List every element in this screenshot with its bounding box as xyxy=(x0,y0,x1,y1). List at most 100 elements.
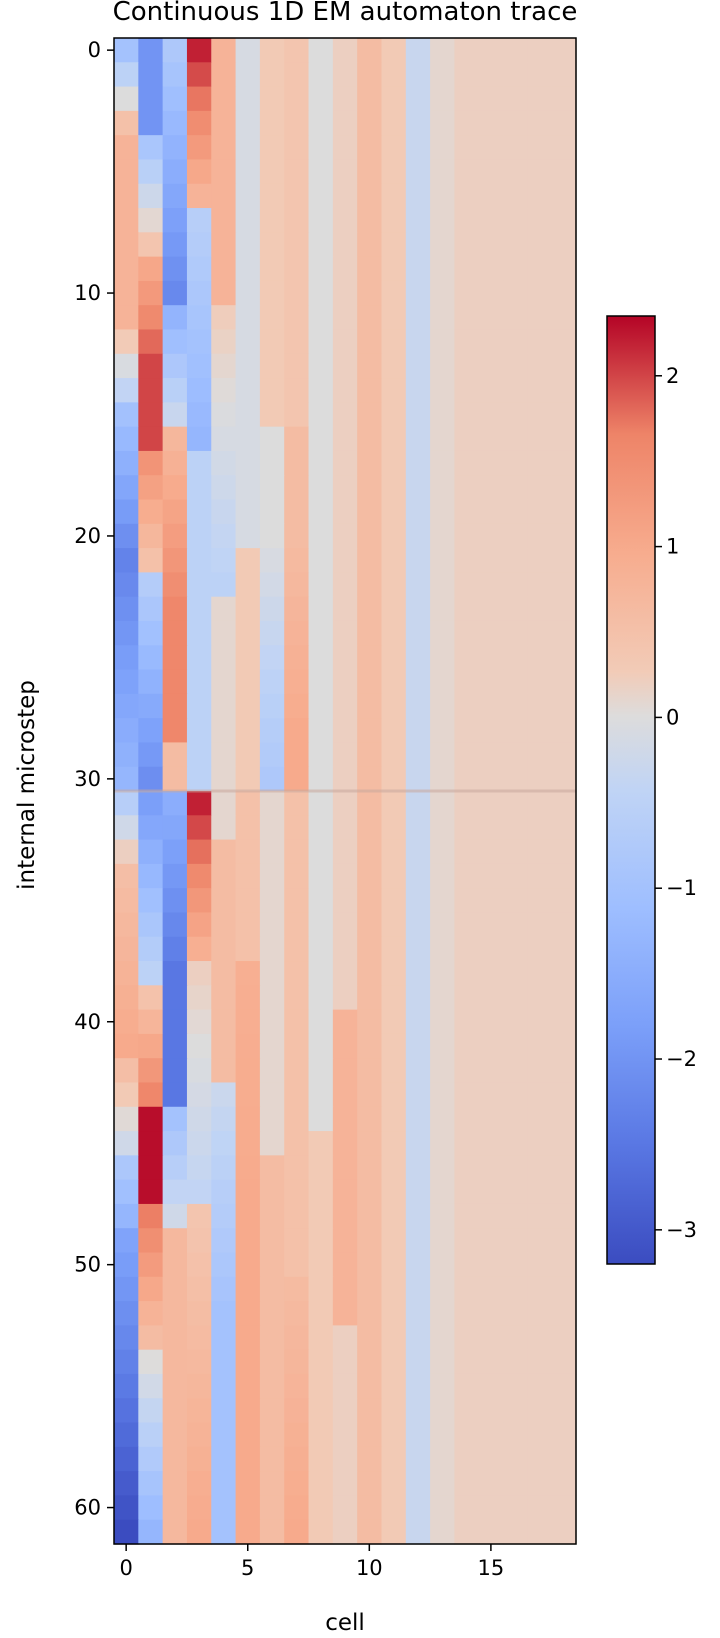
heatmap-cell xyxy=(235,329,261,355)
heatmap-cell xyxy=(138,1471,164,1497)
heatmap-cell xyxy=(332,572,358,598)
heatmap-cell xyxy=(357,863,383,889)
heatmap-cell xyxy=(527,499,553,525)
heatmap-cell xyxy=(405,1155,431,1181)
heatmap-cell xyxy=(430,353,456,379)
heatmap-cell xyxy=(551,1349,577,1375)
heatmap-cell xyxy=(405,1106,431,1132)
heatmap-cell xyxy=(454,1276,480,1302)
heatmap-cell xyxy=(235,1495,261,1521)
heatmap-cell xyxy=(138,936,164,962)
heatmap-cell xyxy=(211,669,237,695)
heatmap-cell xyxy=(162,450,188,476)
heatmap-cell xyxy=(527,961,553,986)
heatmap-cell xyxy=(138,1373,164,1399)
heatmap-cell xyxy=(284,985,310,1011)
heatmap-cell xyxy=(332,888,358,914)
heatmap-cell xyxy=(405,450,431,476)
heatmap-cell xyxy=(138,742,164,768)
heatmap-cell xyxy=(332,1009,358,1035)
heatmap-cell xyxy=(162,1155,188,1181)
heatmap-cell xyxy=(138,669,164,695)
heatmap-cell xyxy=(162,596,188,622)
heatmap-cell xyxy=(405,1131,431,1156)
heatmap-cell xyxy=(284,1058,310,1084)
heatmap-cell xyxy=(284,499,310,525)
heatmap-cell xyxy=(284,402,310,428)
heatmap-cell xyxy=(138,1519,164,1545)
heatmap-cell xyxy=(381,1033,407,1059)
heatmap-cell xyxy=(405,572,431,598)
heatmap-cell xyxy=(405,280,431,306)
heatmap-cell xyxy=(478,936,504,962)
heatmap-cell xyxy=(478,815,504,841)
heatmap-cell xyxy=(308,1228,334,1254)
heatmap-cell xyxy=(114,1519,139,1545)
heatmap-cell xyxy=(503,62,528,88)
heatmap-cell xyxy=(332,1349,358,1375)
heatmap-cell xyxy=(332,1033,358,1059)
heatmap-cell xyxy=(454,1155,480,1181)
heatmap-cell xyxy=(138,693,164,719)
heatmap-cell xyxy=(235,1009,261,1035)
heatmap-cell xyxy=(381,669,407,695)
heatmap-cell xyxy=(138,159,164,185)
heatmap-cell xyxy=(162,280,188,306)
heatmap-cell xyxy=(235,596,261,622)
heatmap-cell xyxy=(308,669,334,695)
heatmap-cell xyxy=(551,839,577,865)
heatmap-cell xyxy=(211,475,237,501)
heatmap-cell xyxy=(430,572,456,598)
heatmap-cell xyxy=(357,135,383,161)
heatmap-cell xyxy=(114,815,139,841)
heatmap-cell xyxy=(430,1009,456,1035)
heatmap-cell xyxy=(308,232,334,258)
heatmap-cell xyxy=(381,1349,407,1375)
heatmap-cell xyxy=(162,475,188,501)
heatmap-cell xyxy=(405,1373,431,1399)
heatmap-cell xyxy=(211,86,237,112)
heatmap-cell xyxy=(503,1495,528,1521)
heatmap-cell xyxy=(259,208,285,233)
heatmap-cell xyxy=(454,839,480,865)
heatmap-cell xyxy=(503,232,528,258)
heatmap-cell xyxy=(503,693,528,719)
heatmap-cell xyxy=(114,183,139,209)
heatmap-cell xyxy=(405,693,431,719)
heatmap-cell xyxy=(527,1082,553,1108)
heatmap-cell xyxy=(381,450,407,476)
heatmap-cell xyxy=(259,1422,285,1448)
heatmap-cell xyxy=(430,208,456,233)
heatmap-cell xyxy=(503,596,528,622)
heatmap-cell xyxy=(430,1373,456,1399)
heatmap-cell xyxy=(138,475,164,501)
heatmap-cell xyxy=(381,839,407,865)
heatmap-cell xyxy=(259,86,285,112)
heatmap-cell xyxy=(114,1203,139,1229)
heatmap-cell xyxy=(381,135,407,161)
heatmap-cell xyxy=(211,1325,237,1351)
heatmap-cell xyxy=(357,1276,383,1302)
heatmap-cell xyxy=(454,961,480,986)
heatmap-cell xyxy=(162,353,188,379)
heatmap-cell xyxy=(235,548,261,573)
heatmap-cell xyxy=(527,1519,553,1545)
heatmap-cell xyxy=(551,1422,577,1448)
heatmap-cell xyxy=(405,1495,431,1521)
heatmap-cell xyxy=(381,110,407,136)
heatmap-cell xyxy=(454,159,480,185)
heatmap-cell xyxy=(138,329,164,355)
heatmap-cell xyxy=(284,110,310,136)
heatmap-cell xyxy=(381,1398,407,1424)
heatmap-cell xyxy=(235,305,261,331)
heatmap-cell xyxy=(186,208,212,233)
heatmap-cell xyxy=(527,1301,553,1326)
heatmap-cell xyxy=(551,329,577,355)
heatmap-cell xyxy=(284,1009,310,1035)
heatmap-cell xyxy=(186,159,212,185)
heatmap-cell xyxy=(405,305,431,331)
heatmap-cell xyxy=(235,985,261,1011)
heatmap-cell xyxy=(551,159,577,185)
heatmap-cell xyxy=(430,1106,456,1132)
heatmap-cell xyxy=(430,791,456,816)
